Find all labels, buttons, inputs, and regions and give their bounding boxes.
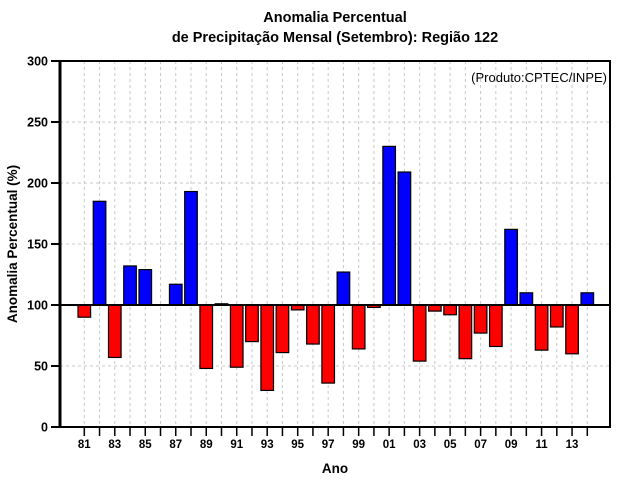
bar-03 bbox=[412, 304, 427, 362]
bar-10 bbox=[519, 292, 534, 306]
producer-watermark: (Produto:CPTEC/INPE) bbox=[471, 70, 607, 85]
x-tick-label: 05 bbox=[444, 439, 457, 451]
x-tick-label: 89 bbox=[200, 439, 213, 451]
bar-97 bbox=[321, 304, 336, 384]
bar-07 bbox=[473, 304, 488, 334]
x-tick-label: 13 bbox=[566, 439, 579, 451]
x-tick-label: 87 bbox=[169, 439, 182, 451]
bar-13 bbox=[565, 304, 579, 355]
bar-82 bbox=[92, 200, 107, 306]
bar-87 bbox=[168, 283, 183, 306]
bar-99 bbox=[351, 304, 366, 350]
x-axis-ticks: 81 83 85 87 89 91 93 95 97 99 01 03 05 07 09 11 13 bbox=[78, 427, 589, 451]
y-tick-label: 250 bbox=[27, 116, 48, 130]
bar-05 bbox=[443, 304, 458, 316]
x-tick-label: 81 bbox=[78, 439, 91, 451]
x-tick-label: 99 bbox=[352, 439, 365, 451]
x-tick-label: 93 bbox=[261, 439, 274, 451]
bar-11 bbox=[534, 304, 549, 351]
y-tick-label: 300 bbox=[27, 55, 48, 69]
bar-09 bbox=[504, 228, 518, 306]
bar-93 bbox=[260, 304, 275, 392]
y-axis-title: Anomalia Percentual (%) bbox=[5, 165, 20, 323]
bar-88 bbox=[184, 190, 198, 306]
bar-96 bbox=[306, 304, 320, 345]
bar-91 bbox=[229, 304, 244, 368]
bar-94 bbox=[275, 304, 290, 354]
bar-81 bbox=[77, 304, 92, 318]
bar-08 bbox=[488, 304, 503, 348]
y-tick-label: 100 bbox=[27, 299, 48, 313]
y-tick-label: 200 bbox=[27, 177, 48, 191]
chart-title-line1: Anomalia Percentual bbox=[263, 10, 406, 26]
x-axis-title: Ano bbox=[322, 461, 348, 476]
y-axis-ticks: 0 50 100 150 200 250 300 bbox=[27, 55, 60, 435]
bar-02 bbox=[397, 171, 412, 306]
bar-01 bbox=[382, 145, 397, 306]
x-tick-label: 11 bbox=[535, 439, 548, 451]
y-tick-label: 50 bbox=[34, 360, 48, 374]
bar-89 bbox=[199, 304, 214, 370]
bar-85 bbox=[138, 269, 153, 306]
y-tick-label: 0 bbox=[41, 421, 48, 435]
x-tick-label: 03 bbox=[413, 439, 426, 451]
x-tick-label: 85 bbox=[139, 439, 152, 451]
x-tick-label: 09 bbox=[505, 439, 518, 451]
bars bbox=[77, 145, 595, 392]
x-tick-label: 91 bbox=[230, 439, 243, 451]
x-tick-label: 07 bbox=[474, 439, 487, 451]
bar-98 bbox=[336, 271, 351, 306]
bar-06 bbox=[458, 304, 473, 360]
x-tick-label: 83 bbox=[108, 439, 121, 451]
bar-12 bbox=[549, 304, 564, 328]
bar-14 bbox=[580, 292, 595, 306]
x-tick-label: 95 bbox=[291, 439, 304, 451]
bar-84 bbox=[123, 265, 137, 306]
bar-92 bbox=[245, 304, 259, 343]
chart-title-line2: de Precipitação Mensal (Setembro): Regiã… bbox=[172, 30, 498, 46]
bar-83 bbox=[107, 304, 122, 359]
x-tick-label: 01 bbox=[383, 439, 396, 451]
x-tick-label: 97 bbox=[322, 439, 335, 451]
y-tick-label: 150 bbox=[27, 238, 48, 252]
